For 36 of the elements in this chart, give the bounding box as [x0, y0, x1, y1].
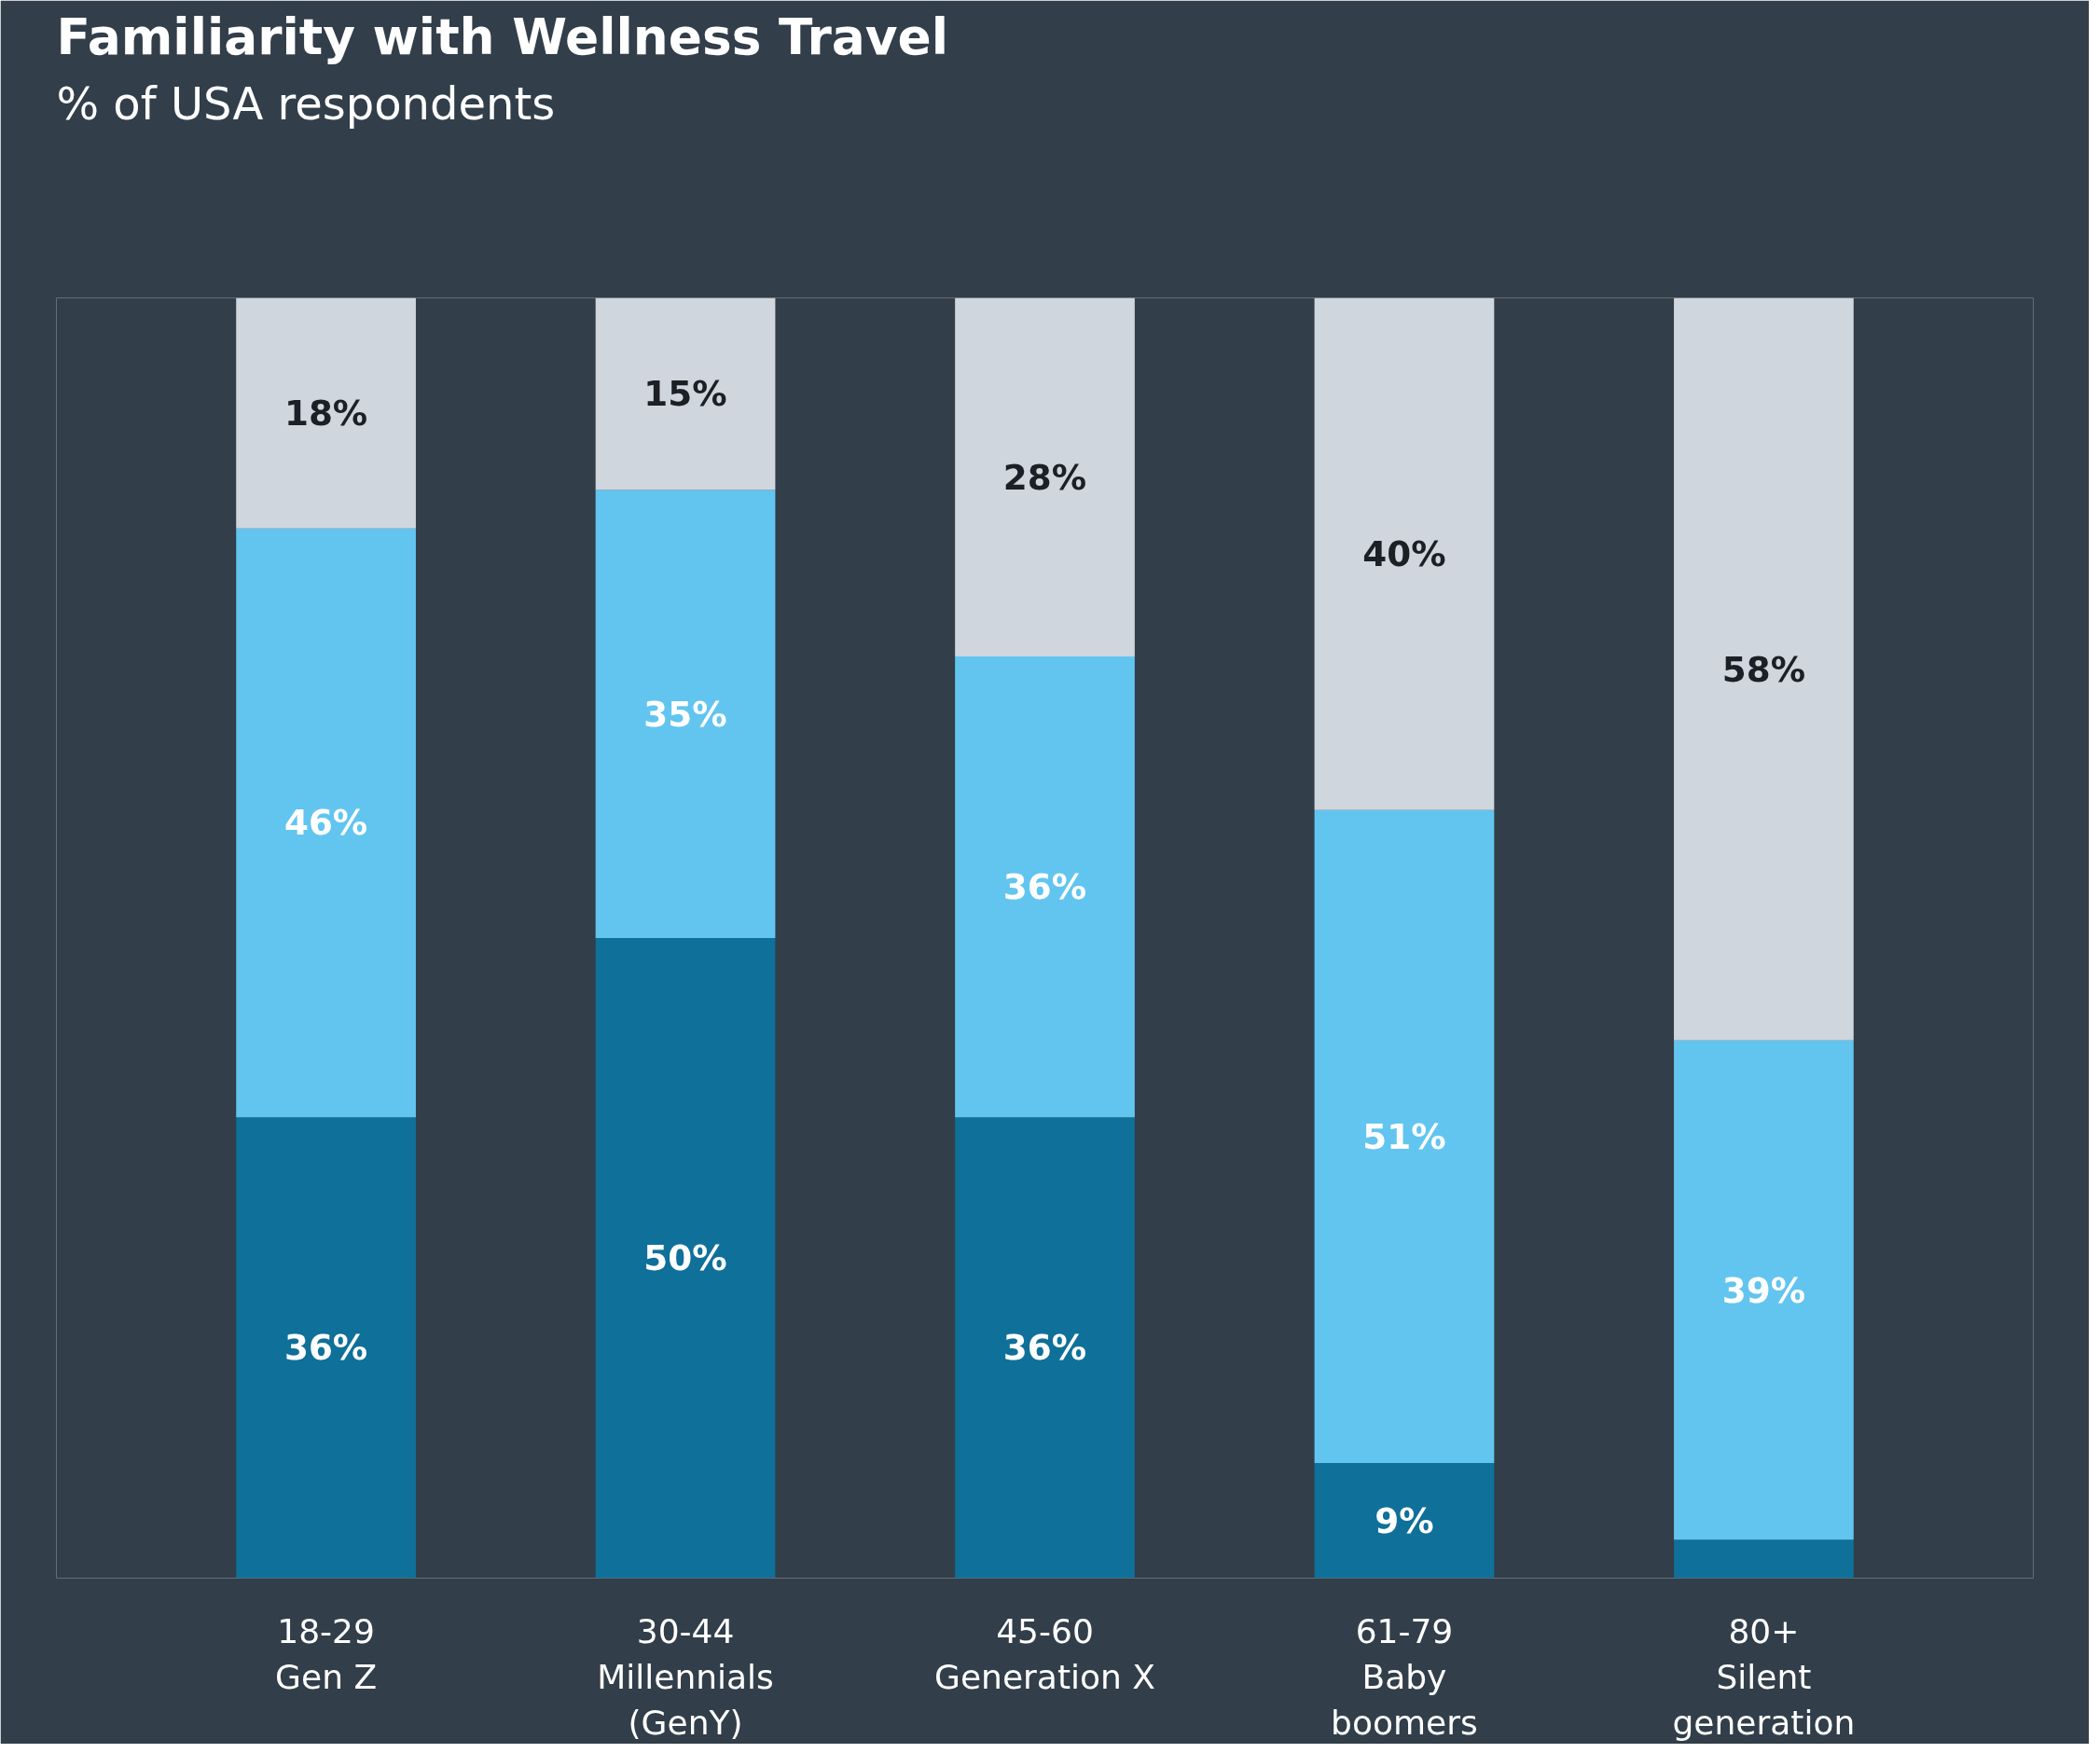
bar	[236, 297, 416, 529]
data-label: 50%	[643, 1237, 727, 1279]
bar	[1674, 297, 1854, 1041]
bar	[595, 938, 776, 1579]
bar	[1314, 809, 1495, 1463]
data-label: 36%	[1002, 866, 1087, 908]
data-label: 36%	[1002, 1327, 1087, 1369]
bar	[955, 297, 1135, 656]
bar	[1674, 1040, 1854, 1540]
bar	[236, 1117, 416, 1579]
bar	[955, 1117, 1135, 1579]
data-label: 9%	[1375, 1499, 1434, 1541]
data-label: 51%	[1362, 1115, 1446, 1157]
x-tick-label: 61-79 Baby boomers	[1331, 1611, 1478, 1742]
bar	[236, 528, 416, 1118]
data-label: 46%	[283, 802, 368, 844]
data-label: 18%	[283, 393, 368, 435]
bar	[595, 490, 776, 938]
bar	[955, 656, 1135, 1118]
x-tick-label: 45-60 Generation X	[934, 1611, 1155, 1696]
x-tick-label: 30-44 Millennials (GenY)	[597, 1611, 774, 1742]
bar	[595, 297, 776, 490]
bar	[1314, 1462, 1495, 1579]
chart-subtitle: % of USA respondents	[56, 76, 556, 130]
data-label: 36%	[283, 1327, 368, 1369]
x-tick-label: 80+ Silent generation	[1672, 1611, 1856, 1742]
data-label: 39%	[1721, 1269, 1806, 1311]
x-tick-label: 18-29 Gen Z	[275, 1611, 378, 1696]
bar	[1674, 1539, 1854, 1579]
chart-title: Familiarity with Wellness Travel	[56, 7, 948, 66]
bar	[1314, 297, 1495, 810]
data-label: 58%	[1721, 648, 1806, 690]
data-label: 28%	[1002, 456, 1087, 498]
data-label: 35%	[643, 693, 727, 735]
data-label: 40%	[1362, 533, 1446, 575]
data-label: 15%	[643, 373, 727, 415]
